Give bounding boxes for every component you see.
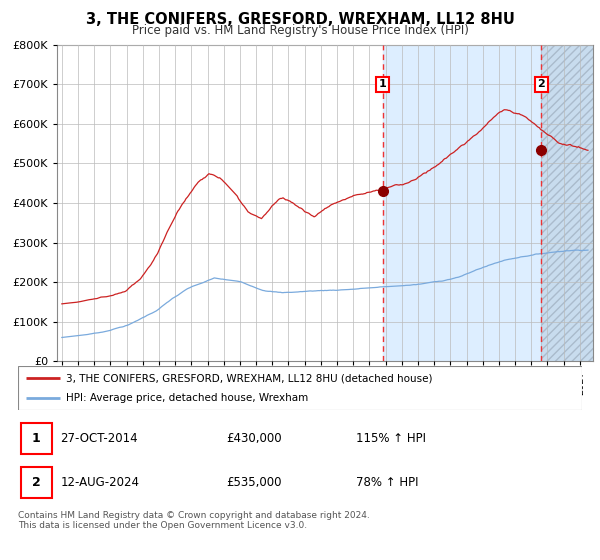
Text: 115% ↑ HPI: 115% ↑ HPI xyxy=(356,432,427,445)
Bar xyxy=(541,45,593,361)
Text: 78% ↑ HPI: 78% ↑ HPI xyxy=(356,476,419,489)
Text: 12-AUG-2024: 12-AUG-2024 xyxy=(60,476,139,489)
Text: 3, THE CONIFERS, GRESFORD, WREXHAM, LL12 8HU (detached house): 3, THE CONIFERS, GRESFORD, WREXHAM, LL12… xyxy=(66,373,433,383)
Bar xyxy=(541,45,593,361)
Text: HPI: Average price, detached house, Wrexham: HPI: Average price, detached house, Wrex… xyxy=(66,393,308,403)
Text: 1: 1 xyxy=(32,432,41,445)
Text: Contains HM Land Registry data © Crown copyright and database right 2024.
This d: Contains HM Land Registry data © Crown c… xyxy=(18,511,370,530)
Bar xyxy=(21,423,52,454)
Text: 2: 2 xyxy=(538,80,545,90)
Text: 2: 2 xyxy=(32,476,41,489)
Text: Price paid vs. HM Land Registry's House Price Index (HPI): Price paid vs. HM Land Registry's House … xyxy=(131,24,469,37)
Text: 27-OCT-2014: 27-OCT-2014 xyxy=(60,432,138,445)
Bar xyxy=(383,45,593,361)
Bar xyxy=(21,467,52,498)
Text: 3, THE CONIFERS, GRESFORD, WREXHAM, LL12 8HU: 3, THE CONIFERS, GRESFORD, WREXHAM, LL12… xyxy=(86,12,514,27)
Text: £535,000: £535,000 xyxy=(227,476,282,489)
Text: 1: 1 xyxy=(379,80,386,90)
Text: £430,000: £430,000 xyxy=(227,432,283,445)
